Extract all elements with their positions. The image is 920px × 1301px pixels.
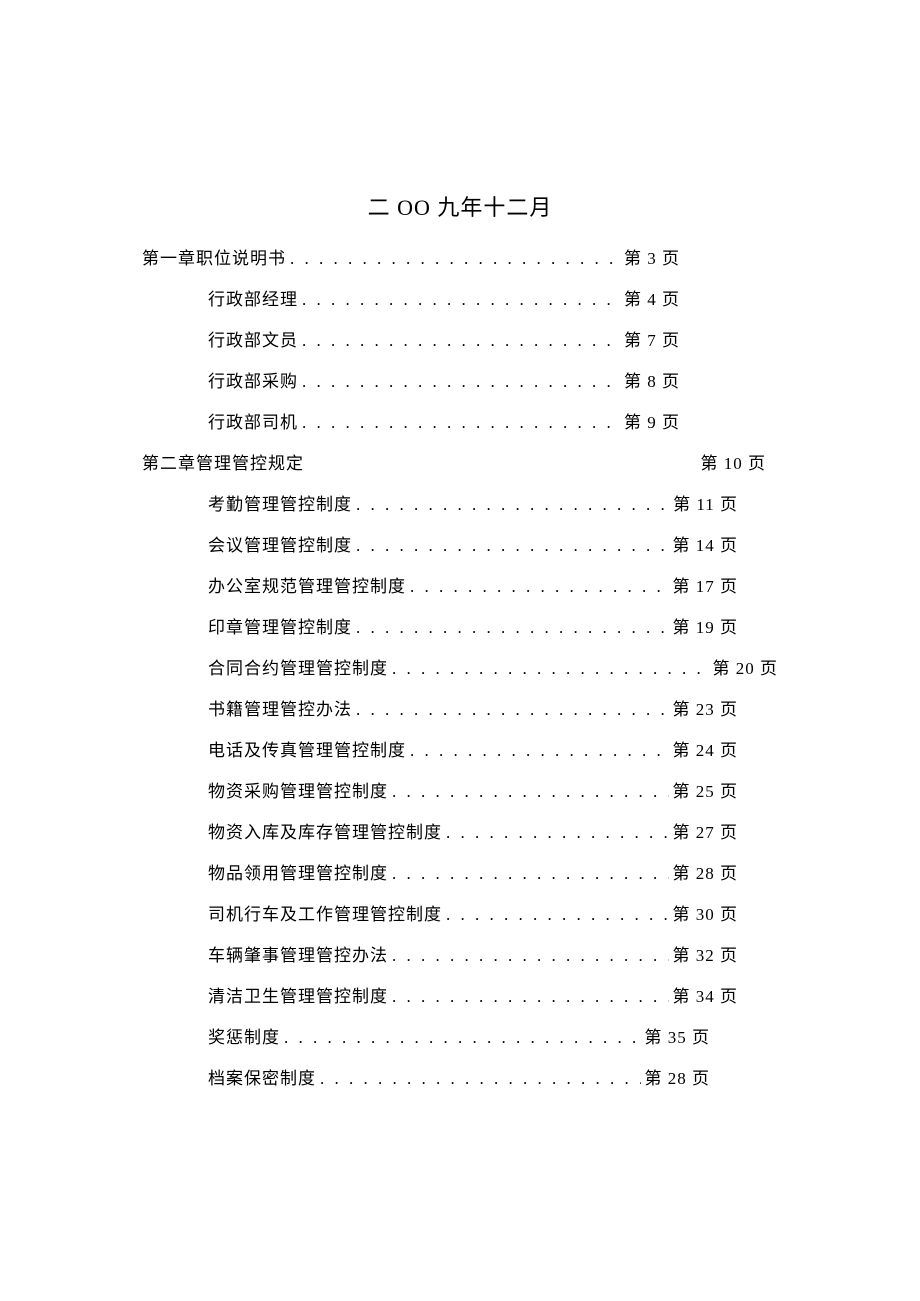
toc-entry-label: 司机行车及工作管理管控制度 [208, 906, 442, 923]
toc-leader-dots [302, 373, 620, 390]
toc-leader-dots [356, 496, 669, 513]
toc-entry-page: 第 27 页 [673, 824, 739, 841]
toc-entry-label: 物品领用管理管控制度 [208, 865, 388, 882]
toc-entry-page: 第 8 页 [624, 373, 680, 390]
toc-leader-dots [290, 250, 620, 267]
toc-entry-label: 书籍管理管控办法 [208, 701, 352, 718]
toc-entry-page: 第 25 页 [673, 783, 739, 800]
toc-leader-dots [284, 1029, 641, 1046]
toc-entry-page: 第 9 页 [624, 414, 680, 431]
toc-entry-label: 考勤管理管控制度 [208, 496, 352, 513]
toc-row: 第一章职位说明书 第 3 页 [142, 250, 778, 291]
toc-row: 司机行车及工作管理管控制度 第 30 页 [142, 906, 778, 947]
toc-entry-label: 行政部司机 [208, 414, 298, 431]
toc-entry-page: 第 34 页 [673, 988, 739, 1005]
table-of-contents: 第一章职位说明书第 3 页行政部经理第 4 页行政部文员第 7 页行政部采购第 … [142, 250, 778, 1111]
toc-entry-page: 第 24 页 [673, 742, 739, 759]
toc-row: 物品领用管理管控制度 第 28 页 [142, 865, 778, 906]
toc-entry-label: 物资采购管理管控制度 [208, 783, 388, 800]
toc-leader-dots [446, 906, 669, 923]
toc-leader-dots [410, 578, 669, 595]
toc-entry-label: 第二章管理管控规定 [142, 455, 304, 472]
toc-entry-page: 第 14 页 [673, 537, 739, 554]
toc-entry-label: 行政部文员 [208, 332, 298, 349]
toc-leader-dots [392, 988, 669, 1005]
toc-entry-page: 第 30 页 [673, 906, 739, 923]
toc-row: 奖惩制度 第 35 页 [142, 1029, 778, 1070]
toc-row: 物资入库及库存管理管控制度 第 27 页 [142, 824, 778, 865]
toc-entry-label: 奖惩制度 [208, 1029, 280, 1046]
toc-row: 办公室规范管理管控制度 第 17 页 [142, 578, 778, 619]
toc-leader-dots [392, 660, 709, 677]
toc-row: 会议管理管控制度 第 14 页 [142, 537, 778, 578]
toc-entry-label: 第一章职位说明书 [142, 250, 286, 267]
toc-entry-page: 第 28 页 [645, 1070, 711, 1087]
toc-leader-dots [320, 1070, 641, 1087]
toc-entry-page: 第 20 页 [713, 660, 779, 677]
toc-leader-dots [392, 947, 669, 964]
toc-entry-label: 清洁卫生管理管控制度 [208, 988, 388, 1005]
toc-leader-dots [302, 332, 620, 349]
toc-leader-dots [392, 865, 669, 882]
toc-row: 清洁卫生管理管控制度 第 34 页 [142, 988, 778, 1029]
document-title: 二 OO 九年十二月 [142, 190, 778, 222]
toc-entry-page: 第 32 页 [673, 947, 739, 964]
toc-row: 电话及传真管理管控制度 第 24 页 [142, 742, 778, 783]
toc-entry-label: 行政部采购 [208, 373, 298, 390]
toc-row: 档案保密制度 第 28 页 [142, 1070, 778, 1111]
toc-entry-label: 物资入库及库存管理管控制度 [208, 824, 442, 841]
toc-leader-dots [446, 824, 669, 841]
toc-leader-dots [302, 291, 620, 308]
toc-entry-page: 第 10 页 [701, 455, 767, 472]
toc-leader-dots [302, 414, 620, 431]
toc-row: 行政部司机 第 9 页 [142, 414, 778, 455]
toc-leader-dots [356, 537, 669, 554]
toc-entry-page: 第 28 页 [673, 865, 739, 882]
toc-entry-page: 第 3 页 [624, 250, 680, 267]
document-page: 二 OO 九年十二月 第一章职位说明书第 3 页行政部经理第 4 页行政部文员第… [0, 190, 920, 1111]
toc-entry-label: 电话及传真管理管控制度 [208, 742, 406, 759]
toc-entry-page: 第 4 页 [624, 291, 680, 308]
toc-entry-label: 车辆肇事管理管控办法 [208, 947, 388, 964]
toc-row: 行政部采购 第 8 页 [142, 373, 778, 414]
toc-row: 书籍管理管控办法 第 23 页 [142, 701, 778, 742]
toc-row: 合同合约管理管控制度 第 20 页 [142, 660, 778, 701]
toc-entry-page: 第 7 页 [624, 332, 680, 349]
toc-entry-label: 档案保密制度 [208, 1070, 316, 1087]
toc-entry-label: 合同合约管理管控制度 [208, 660, 388, 677]
toc-entry-label: 会议管理管控制度 [208, 537, 352, 554]
toc-entry-page: 第 23 页 [673, 701, 739, 718]
toc-entry-label: 印章管理管控制度 [208, 619, 352, 636]
toc-row: 行政部文员 第 7 页 [142, 332, 778, 373]
toc-leader-dots [410, 742, 669, 759]
toc-row: 车辆肇事管理管控办法 第 32 页 [142, 947, 778, 988]
toc-entry-label: 行政部经理 [208, 291, 298, 308]
toc-row: 行政部经理 第 4 页 [142, 291, 778, 332]
toc-entry-label: 办公室规范管理管控制度 [208, 578, 406, 595]
toc-row: 物资采购管理管控制度 第 25 页 [142, 783, 778, 824]
toc-row: 印章管理管控制度 第 19 页 [142, 619, 778, 660]
toc-row: 第二章管理管控规定 第 10 页 [142, 455, 778, 496]
toc-entry-page: 第 19 页 [673, 619, 739, 636]
toc-leader-dots [356, 701, 669, 718]
toc-leader-dots [356, 619, 669, 636]
toc-entry-page: 第 11 页 [673, 496, 738, 513]
toc-row: 考勤管理管控制度 第 11 页 [142, 496, 778, 537]
toc-leader-dots [392, 783, 669, 800]
toc-entry-page: 第 17 页 [673, 578, 739, 595]
toc-entry-page: 第 35 页 [645, 1029, 711, 1046]
